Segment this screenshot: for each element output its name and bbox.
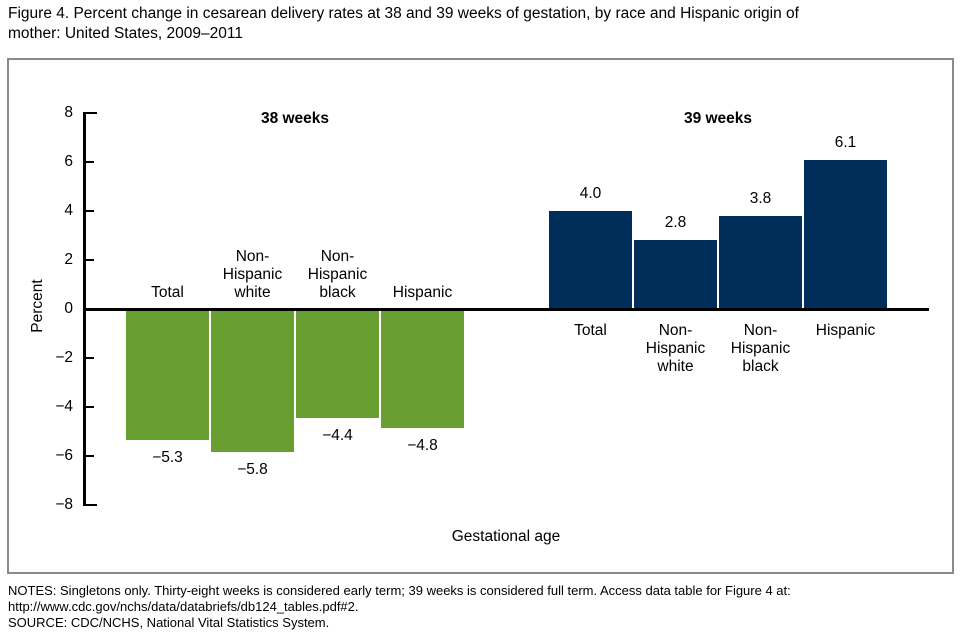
y-tick-mark bbox=[83, 209, 94, 213]
bar-category-label: Non- Hispanic black bbox=[307, 248, 368, 301]
y-tick-label: 0 bbox=[64, 300, 73, 317]
bar-category-label: Hispanic bbox=[392, 284, 453, 301]
bar-value-label: −5.3 bbox=[152, 448, 183, 466]
y-tick-label: −2 bbox=[55, 349, 73, 366]
y-tick-mark bbox=[83, 111, 97, 115]
bar-value-label: −5.8 bbox=[237, 461, 268, 479]
y-tick-label: 8 bbox=[64, 104, 73, 121]
y-tick-mark bbox=[83, 503, 97, 507]
bar bbox=[296, 310, 379, 418]
y-tick-mark bbox=[83, 160, 94, 164]
y-tick-label: 2 bbox=[64, 251, 73, 268]
y-tick-mark bbox=[83, 454, 94, 458]
bar bbox=[381, 310, 464, 428]
y-tick-label: 6 bbox=[64, 153, 73, 170]
bar bbox=[549, 211, 632, 309]
y-tick-label: −4 bbox=[55, 398, 73, 415]
zero-baseline bbox=[83, 307, 929, 311]
bar-value-label: −4.8 bbox=[407, 436, 438, 454]
bar bbox=[634, 240, 717, 309]
bar bbox=[211, 310, 294, 453]
y-tick-mark bbox=[83, 258, 94, 262]
chart-frame: Percent Gestational age 8 6 4 2 0 −2 −4 −6 −8 38 … bbox=[7, 58, 954, 574]
bar-value-label: 6.1 bbox=[834, 133, 857, 151]
bar bbox=[804, 159, 887, 309]
y-tick-label: 4 bbox=[64, 202, 73, 219]
chart-source: SOURCE: CDC/NCHS, National Vital Statist… bbox=[8, 615, 330, 630]
bar-category-label: Total bbox=[574, 322, 607, 339]
bar-category-label: Non- Hispanic white bbox=[222, 248, 283, 301]
group-header: 39 weeks bbox=[683, 110, 753, 127]
bar bbox=[719, 215, 802, 309]
chart-notes: NOTES: Singletons only. Thirty-eight wee… bbox=[8, 583, 791, 614]
y-tick-label: −8 bbox=[55, 496, 73, 513]
bar-value-label: 2.8 bbox=[664, 214, 687, 232]
y-tick-label: −6 bbox=[55, 447, 73, 464]
bar-category-label: Total bbox=[151, 284, 184, 301]
bar-value-label: 3.8 bbox=[749, 189, 772, 207]
bar-value-label: 4.0 bbox=[579, 185, 602, 202]
figure-title: Figure 4. Percent change in cesarean del… bbox=[8, 5, 799, 42]
bar-value-label: −4.4 bbox=[322, 426, 353, 444]
bar-category-label: Non- Hispanic black bbox=[730, 322, 791, 375]
bar-category-label: Non- Hispanic white bbox=[645, 322, 706, 375]
group-header: 38 weeks bbox=[260, 110, 330, 127]
x-axis-title: Gestational age bbox=[451, 528, 561, 545]
y-tick-mark bbox=[83, 405, 94, 409]
bar bbox=[126, 310, 209, 440]
y-tick-mark bbox=[83, 356, 94, 360]
bar-category-label: Hispanic bbox=[815, 322, 876, 339]
